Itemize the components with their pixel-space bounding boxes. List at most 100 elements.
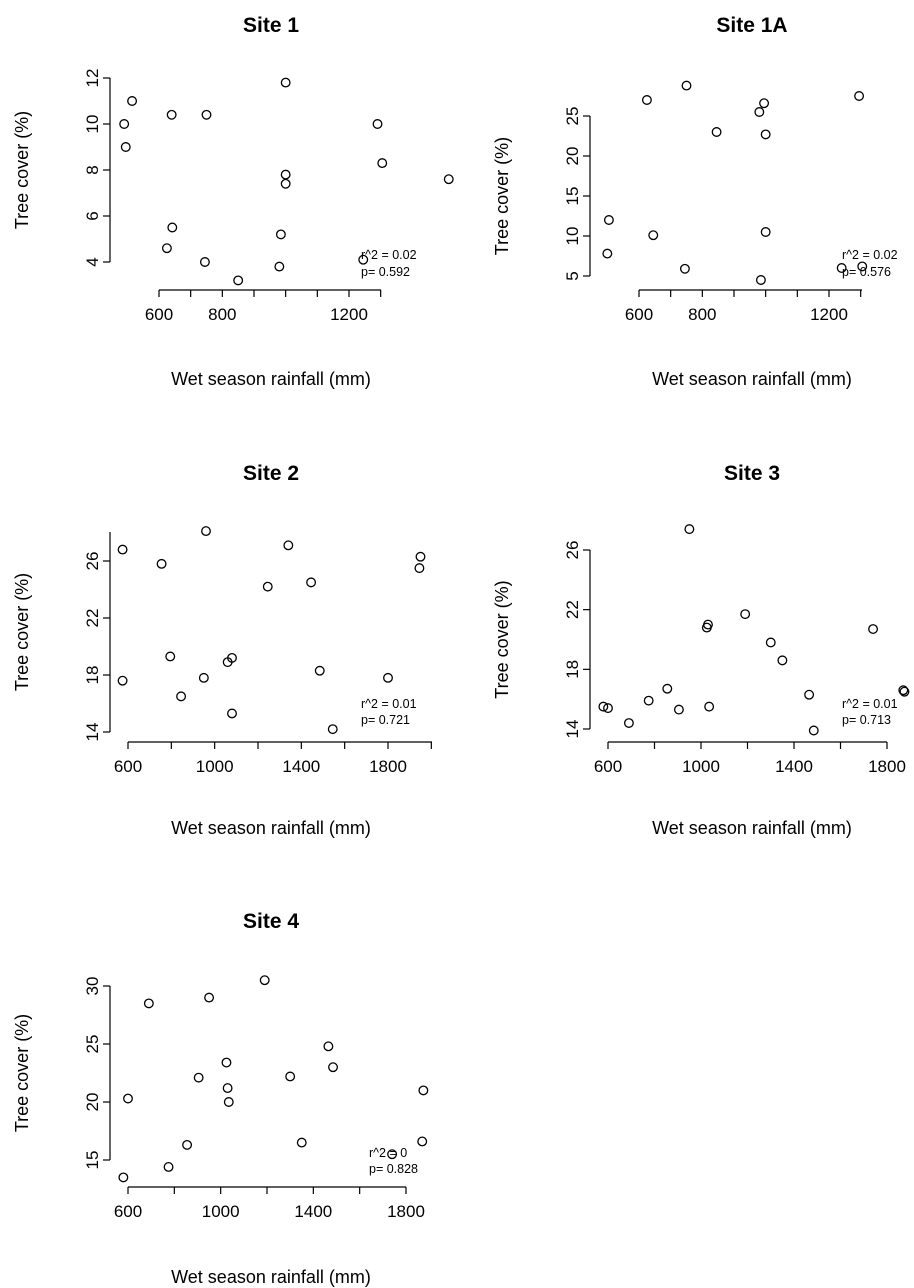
x-tick-label: 1200 bbox=[810, 305, 848, 324]
x-tick-label: 800 bbox=[688, 305, 716, 324]
data-point bbox=[415, 551, 426, 562]
data-point bbox=[418, 1085, 429, 1096]
panel-title: Site 1 bbox=[243, 14, 299, 37]
panel-1: Site 1 600 800 1200 4 6 8 10 12 Wet season rainfa… bbox=[12, 14, 454, 389]
data-point bbox=[643, 695, 654, 706]
data-point bbox=[603, 703, 613, 714]
data-point bbox=[327, 724, 338, 735]
x-tick-label: 1000 bbox=[202, 1202, 240, 1221]
y-tick-label: 26 bbox=[563, 541, 582, 560]
data-point bbox=[836, 263, 847, 273]
p-value-label: p= 0.592 bbox=[361, 265, 410, 279]
data-point bbox=[227, 652, 237, 663]
y-tick-label: 20 bbox=[563, 147, 582, 166]
x-tick-label: 600 bbox=[625, 305, 653, 324]
r-squared-label: r^2 = 0.01 bbox=[842, 697, 898, 711]
y-tick-label: 18 bbox=[83, 666, 102, 685]
data-point bbox=[227, 708, 237, 719]
x-axis-label: Wet season rainfall (mm) bbox=[171, 369, 371, 389]
x-axis-label: Wet season rainfall (mm) bbox=[171, 818, 371, 838]
data-point bbox=[703, 619, 713, 630]
data-point bbox=[684, 524, 695, 535]
data-point bbox=[808, 725, 819, 736]
data-point bbox=[117, 675, 128, 686]
y-tick-label: 10 bbox=[83, 115, 102, 134]
data-point bbox=[641, 95, 652, 105]
data-point bbox=[681, 80, 692, 91]
data-point bbox=[127, 96, 138, 106]
p-value-label: p= 0.828 bbox=[369, 1162, 418, 1176]
data-point bbox=[623, 718, 634, 728]
data-point bbox=[323, 1041, 334, 1052]
data-point bbox=[275, 229, 286, 240]
data-point bbox=[898, 685, 909, 696]
data-point bbox=[193, 1072, 204, 1083]
data-point bbox=[123, 1093, 133, 1104]
data-point bbox=[221, 1057, 232, 1068]
data-point bbox=[377, 158, 388, 169]
y-tick-label: 25 bbox=[83, 1035, 102, 1054]
data-point bbox=[662, 683, 673, 694]
data-point bbox=[118, 1172, 129, 1183]
panel-3: Site 2 600 1000 1400 1800 14 18 22 26 Wet season … bbox=[12, 462, 432, 838]
data-point bbox=[704, 701, 715, 712]
y-tick-label: 20 bbox=[83, 1093, 102, 1112]
x-tick-label: 1800 bbox=[868, 757, 906, 776]
data-point bbox=[711, 127, 722, 137]
y-axis-label: Tree cover (%) bbox=[492, 137, 512, 255]
y-tick-label: 22 bbox=[83, 609, 102, 628]
data-point bbox=[387, 1149, 398, 1160]
data-point bbox=[199, 257, 210, 267]
r-squared-label: r^2 = 0.02 bbox=[361, 248, 417, 262]
x-tick-label: 1200 bbox=[330, 305, 368, 324]
y-tick-label: 8 bbox=[83, 165, 102, 174]
y-tick-label: 26 bbox=[83, 552, 102, 571]
x-tick-label: 1400 bbox=[294, 1202, 332, 1221]
y-tick-label: 6 bbox=[83, 211, 102, 220]
y-axis-label: Tree cover (%) bbox=[12, 1014, 32, 1132]
data-point bbox=[143, 998, 154, 1009]
data-point bbox=[777, 655, 788, 666]
y-axis-label: Tree cover (%) bbox=[492, 580, 512, 698]
data-point bbox=[161, 243, 172, 254]
x-tick-label: 600 bbox=[114, 757, 142, 776]
data-point bbox=[280, 77, 291, 88]
y-tick-label: 4 bbox=[83, 257, 102, 266]
data-point bbox=[760, 227, 771, 237]
y-axis-label: Tree cover (%) bbox=[12, 573, 32, 691]
panel-title: Site 3 bbox=[724, 462, 780, 485]
panel-title: Site 2 bbox=[243, 462, 299, 485]
x-tick-label: 1000 bbox=[196, 757, 234, 776]
y-tick-label: 22 bbox=[563, 600, 582, 619]
data-point bbox=[328, 1062, 338, 1073]
data-point bbox=[760, 129, 771, 140]
data-point bbox=[296, 1137, 307, 1148]
data-point bbox=[120, 142, 131, 152]
x-tick-label: 1400 bbox=[282, 757, 320, 776]
data-point bbox=[198, 672, 209, 683]
data-point bbox=[673, 704, 684, 715]
data-point bbox=[383, 672, 393, 683]
y-axis-label: Tree cover (%) bbox=[12, 111, 32, 229]
data-point bbox=[765, 637, 776, 648]
panel-5: Site 4 600 1000 1400 1800 15 20 25 30 Wet season … bbox=[12, 910, 429, 1287]
data-point bbox=[233, 275, 244, 286]
data-point bbox=[176, 691, 187, 702]
x-axis-label: Wet season rainfall (mm) bbox=[652, 369, 852, 389]
data-point bbox=[598, 701, 609, 712]
data-point bbox=[868, 624, 879, 635]
data-point bbox=[201, 109, 212, 120]
data-point bbox=[182, 1139, 193, 1150]
data-point bbox=[165, 651, 176, 662]
data-point bbox=[899, 686, 910, 697]
x-tick-label: 1800 bbox=[369, 757, 407, 776]
y-tick-label: 10 bbox=[563, 227, 582, 246]
y-tick-label: 14 bbox=[83, 723, 102, 742]
data-point bbox=[222, 1083, 233, 1094]
data-point bbox=[262, 581, 273, 592]
panel-4: Site 3 600 1000 1400 1800 14 18 22 26 Wet season … bbox=[492, 462, 910, 838]
data-point bbox=[166, 109, 177, 120]
data-point bbox=[857, 261, 868, 272]
